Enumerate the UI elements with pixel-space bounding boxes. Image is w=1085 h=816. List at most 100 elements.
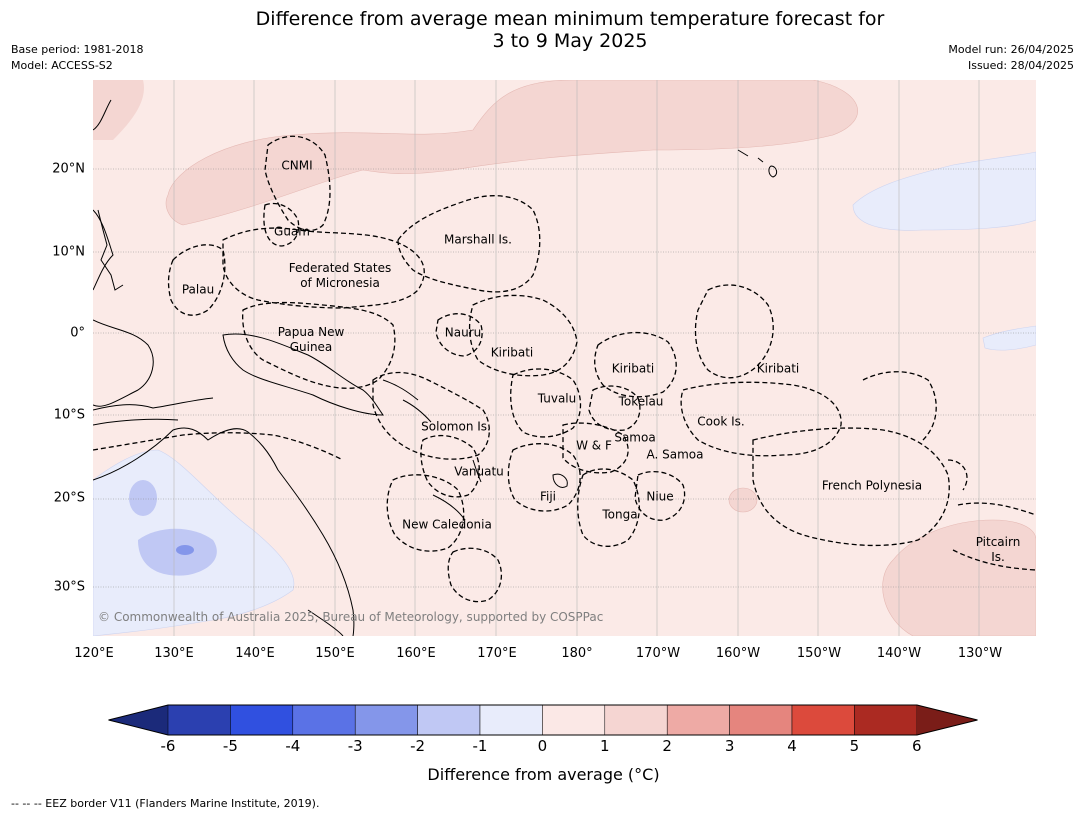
anomaly-warm-patch [728, 487, 758, 513]
colorbar-segment [791, 704, 855, 736]
eez-australia-east [93, 432, 344, 461]
colorbar-label: Difference from average (°C) [427, 765, 660, 784]
base-period: Base period: 1981-2018 [11, 43, 144, 56]
label-pitcairn-line-2: Is. [991, 550, 1005, 564]
colorbar-segments [108, 704, 978, 736]
lon-label-130w: 130°W [957, 646, 1003, 661]
colorbar-tick-label: -1 [472, 737, 488, 755]
lon-label-140e: 140°E [235, 646, 275, 661]
eez-solomons [372, 371, 490, 460]
eez-tuvalu [510, 368, 582, 438]
colorbar-extend-high [916, 705, 978, 735]
eez-legend-footer: -- -- -- EEZ border V11 (Flanders Marine… [11, 797, 320, 810]
label-tuvalu: Tuvalu [537, 391, 577, 406]
coast-indonesia [93, 397, 214, 426]
lat-label-10s: 10°S [53, 407, 85, 423]
colorbar-segment [604, 704, 668, 736]
colorbar-segment [854, 704, 918, 736]
eez-tonga [577, 468, 640, 547]
colorbar-segment [666, 704, 730, 736]
label-french-polynesia: French Polynesia [821, 478, 923, 493]
colorbar-tick-label: -3 [347, 737, 363, 755]
eez-vanuatu [420, 434, 480, 498]
label-png-line-1: Papua New [277, 325, 345, 339]
colorbar-tick-label: 2 [662, 737, 672, 755]
colorbar-segment [292, 704, 356, 736]
label-tonga: Tonga [602, 507, 638, 522]
title-line-1: Difference from average mean minimum tem… [255, 8, 885, 30]
colorbar-tick-label: 0 [537, 737, 548, 755]
label-asamoa: A. Samoa [646, 447, 704, 462]
lon-label-150e: 150°E [315, 646, 355, 661]
eez-french-polynesia [752, 427, 950, 547]
coast-philippines [97, 209, 124, 291]
label-guam: Guam [274, 224, 310, 239]
colorbar-segment [479, 704, 543, 736]
lon-label-170e: 170°E [477, 646, 517, 661]
label-nauru: Nauru [444, 325, 482, 340]
lon-label-120e: 120°E [74, 646, 114, 661]
label-wf: W & F [576, 438, 612, 453]
eez-kiribati-west [468, 294, 578, 377]
colorbar-segment [542, 704, 606, 736]
eez-palau [167, 244, 226, 316]
lat-label-20n: 20°N [52, 161, 85, 177]
lon-label-130e: 130°E [154, 646, 194, 661]
anomaly-cool-east [982, 325, 1036, 351]
eez-tokelau [588, 385, 641, 431]
lon-label-150w: 150°W [796, 646, 842, 661]
lat-label-20s: 20°S [53, 490, 85, 506]
colorbar-segment [354, 704, 418, 736]
anomaly-warm-australia [93, 80, 144, 140]
model-name: Model: ACCESS-S2 [11, 59, 113, 72]
eez-nauru [435, 313, 483, 357]
lat-label-30s: 30°S [53, 579, 85, 595]
label-fsm-line-1: Federated States [288, 261, 392, 275]
coast-hawaii [737, 149, 778, 178]
eez-east-line [862, 371, 968, 491]
label-vanuatu: Vanuatu [454, 464, 504, 479]
anomaly-cool-northeast [852, 151, 1036, 231]
eez-niue [634, 471, 686, 521]
lon-label-170w: 170°W [635, 646, 681, 661]
eez-guam [263, 202, 300, 247]
colorbar-segment [167, 704, 231, 736]
graticule [93, 80, 1036, 636]
label-kiribati-east: Kiribati [756, 361, 800, 376]
eez-norfolk [447, 547, 502, 603]
anomaly-cool-minimum [176, 545, 194, 555]
eez-cook [680, 381, 842, 457]
label-png: Papua New Guinea [278, 325, 345, 355]
label-fsm-line-2: of Micronesia [300, 276, 380, 290]
eez-png [242, 301, 396, 389]
colorbar-tick-label: 4 [787, 737, 797, 755]
coast-solomons [382, 379, 432, 423]
anomaly-cool-small [129, 480, 157, 516]
coast-vanuatu [472, 459, 482, 483]
model-run: Model run: 26/04/2025 [948, 43, 1074, 56]
lon-label-140w: 140°W [876, 646, 922, 661]
map-title: Difference from average mean minimum tem… [0, 8, 1085, 52]
coastlines [93, 99, 778, 636]
anomaly-warm-southeast [882, 519, 1036, 636]
label-fiji: Fiji [539, 489, 557, 504]
label-pitcairn: Pitcairn Is. [976, 535, 1021, 565]
colorbar [108, 704, 978, 736]
label-cook: Cook Is. [697, 414, 745, 429]
eez-fsm [222, 227, 425, 309]
colorbar-segment [729, 704, 793, 736]
coast-fiji [552, 473, 568, 488]
map-panel: CNMI Guam Marshall Is. Federated States … [93, 80, 1036, 636]
title-line-2: 3 to 9 May 2025 [492, 30, 648, 52]
label-png-line-2: Guinea [289, 340, 333, 354]
copyright-notice: © Commonwealth of Australia 2025, Bureau… [98, 610, 604, 624]
eez-pitcairn [952, 502, 1036, 571]
eez-cnmi [264, 135, 331, 232]
label-niue: Niue [646, 489, 674, 504]
lon-label-180: 180° [561, 646, 593, 661]
label-cnmi: CNMI [281, 158, 313, 173]
coast-australia [93, 427, 355, 636]
label-kiribati-west: Kiribati [490, 345, 534, 360]
eez-new-caledonia [386, 474, 465, 552]
lat-label-10n: 10°N [52, 244, 85, 260]
